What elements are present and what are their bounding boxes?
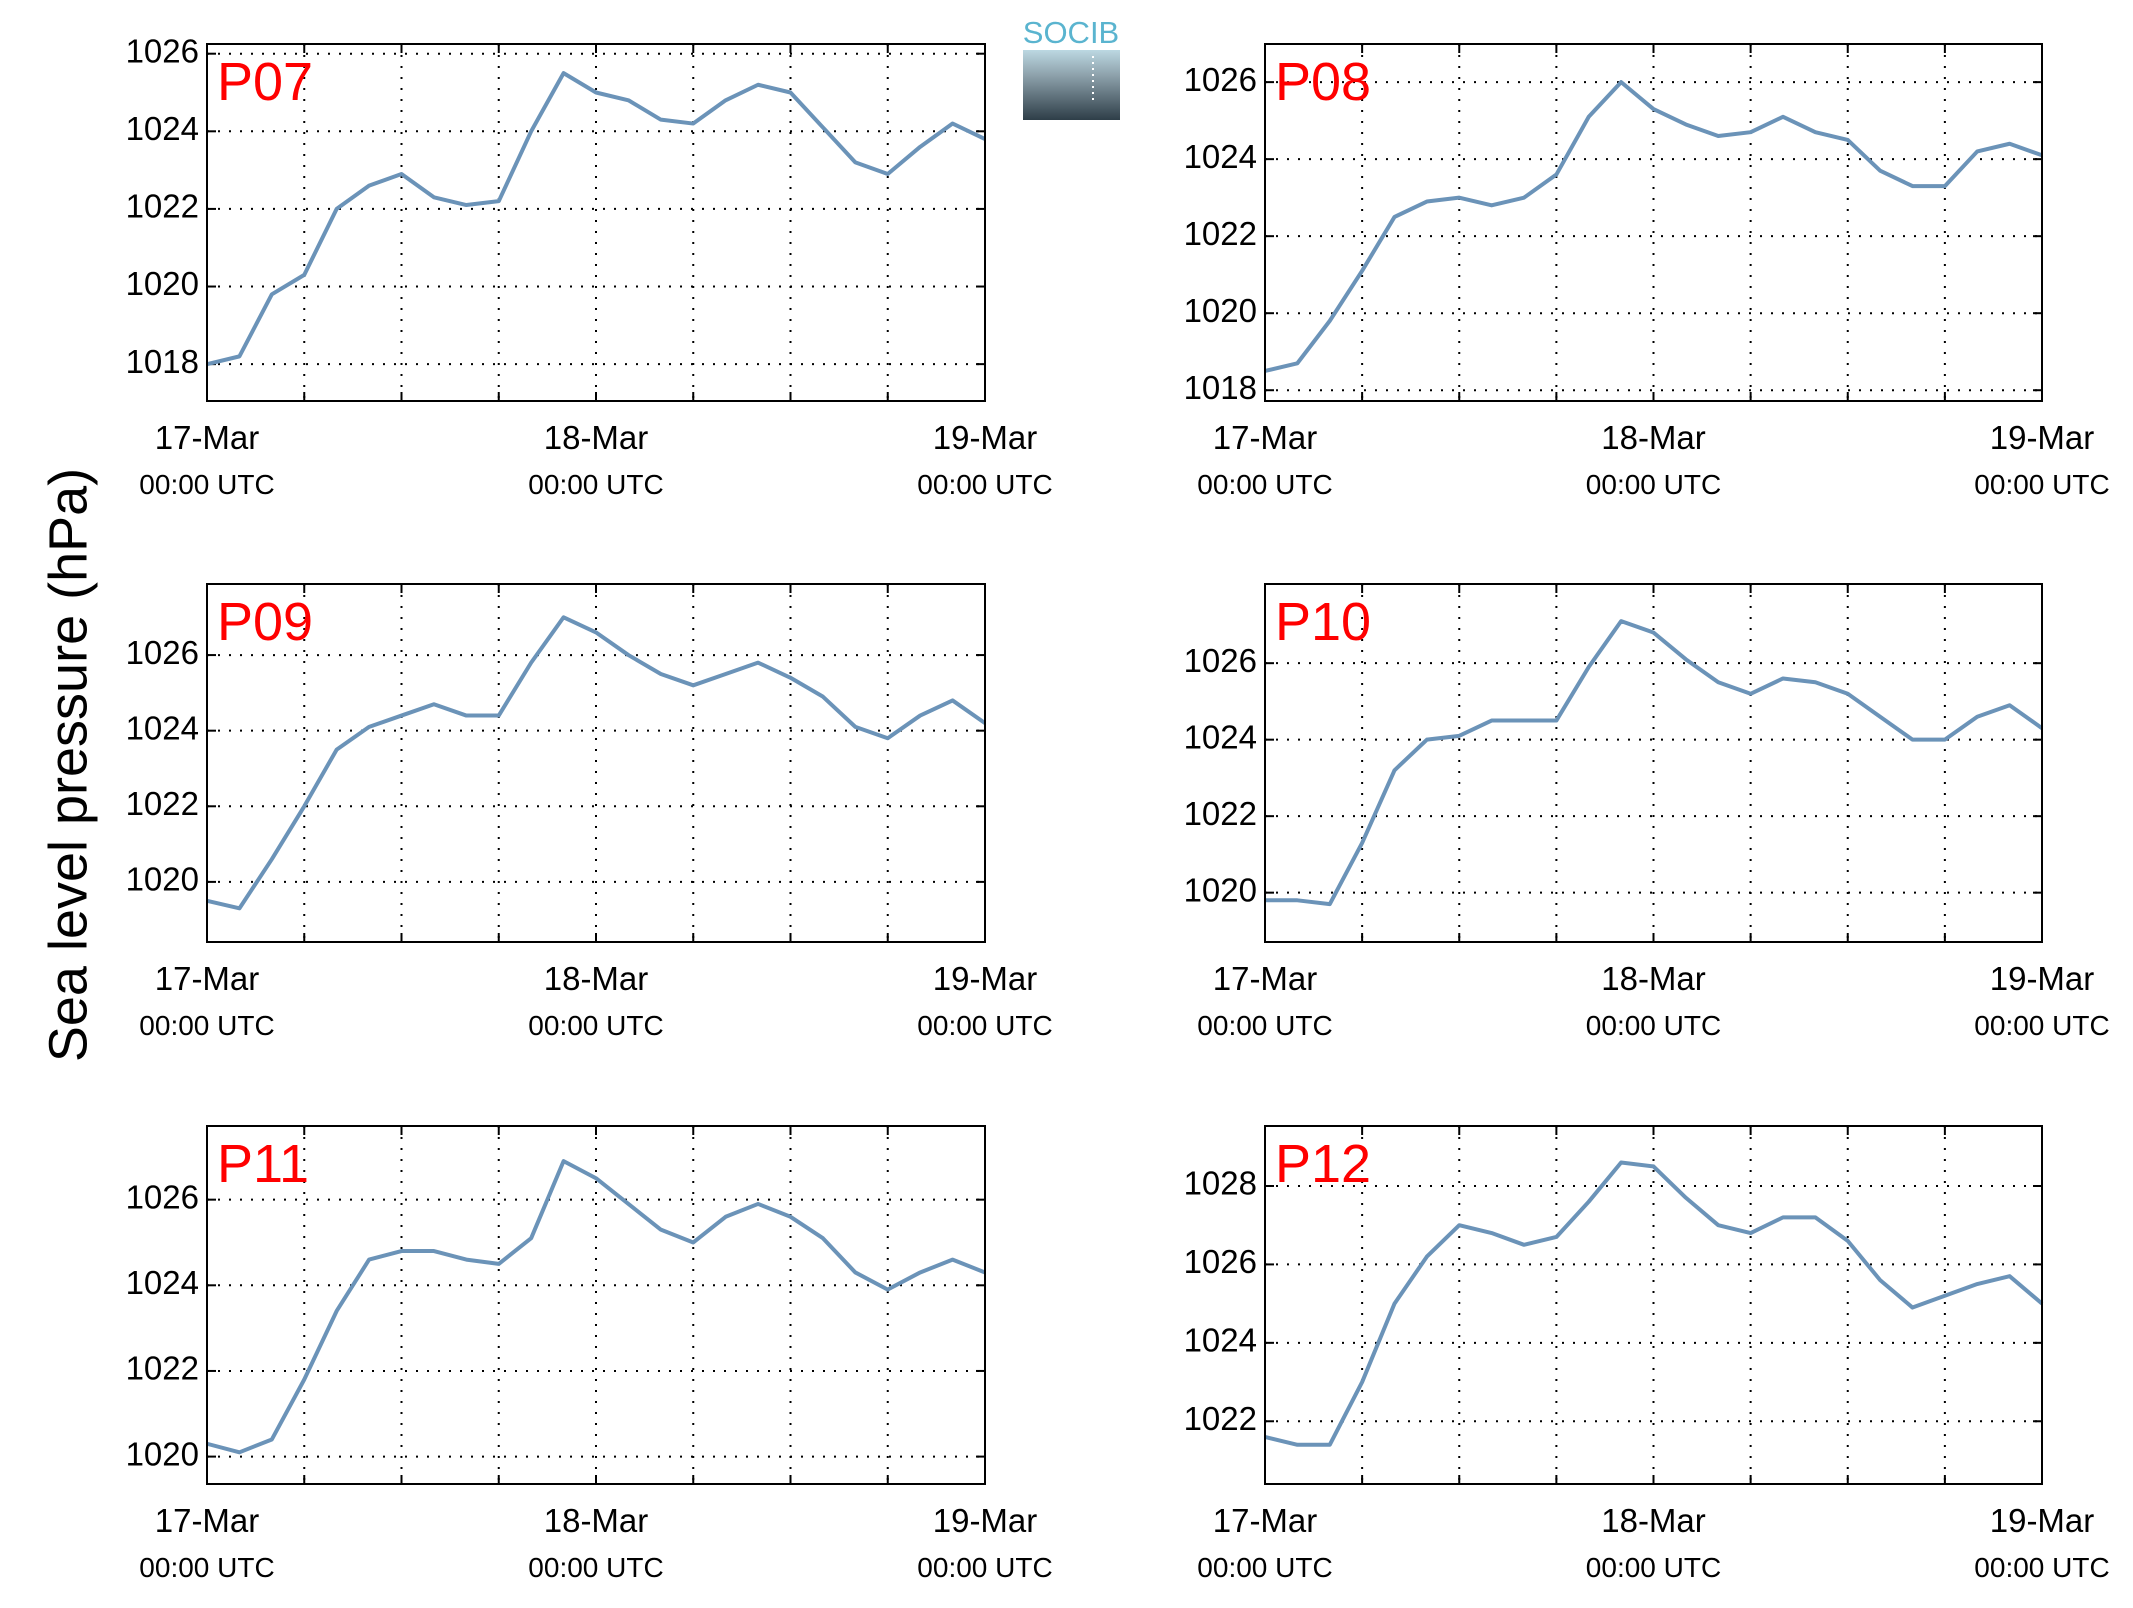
- x-tick-label: 17-Mar: [155, 419, 260, 456]
- y-tick-label: 1022: [126, 188, 199, 225]
- y-tick-label: 1026: [126, 1178, 199, 1215]
- plot-frame: [206, 43, 986, 402]
- panel-title: P09: [217, 592, 313, 652]
- x-tick-sublabel: 00:00 UTC: [1197, 1552, 1332, 1583]
- x-tick-label: 19-Mar: [1990, 1502, 2095, 1539]
- panel: 1018 1020 1022 1024 1026 17-Mar 00:00 UTC 18-Ma…: [126, 32, 1053, 500]
- x-tick-label: 17-Mar: [155, 1502, 260, 1539]
- x-tick-sublabel: 00:00 UTC: [528, 1010, 663, 1041]
- x-tick-sublabel: 00:00 UTC: [139, 1010, 274, 1041]
- y-tick-label: 1022: [1184, 1400, 1257, 1437]
- panel: 1020 1022 1024 1026 17-Mar 00:00 UTC 18-Mar 00:…: [126, 1125, 1053, 1583]
- y-tick-label: 1020: [126, 265, 199, 302]
- data-line: [1264, 1160, 2044, 1447]
- plot-area: [1265, 44, 2042, 401]
- logo-block: [1023, 50, 1120, 120]
- y-tick-label: 1022: [1184, 795, 1257, 832]
- panel-title: P12: [1275, 1134, 1371, 1194]
- x-tick-label: 17-Mar: [1213, 419, 1318, 456]
- x-tick-sublabel: 00:00 UTC: [1586, 1552, 1721, 1583]
- data-line: [1265, 619, 2044, 907]
- y-tick-label: 1028: [1184, 1165, 1257, 1202]
- panel-title: P10: [1275, 592, 1371, 652]
- y-tick-label: 1020: [126, 861, 199, 898]
- x-tick-sublabel: 00:00 UTC: [139, 1552, 274, 1583]
- plot-frame: [1264, 43, 2043, 402]
- x-tick-label: 17-Mar: [1213, 1502, 1318, 1539]
- x-tick-label: 17-Mar: [155, 960, 260, 997]
- plot-frame: [1264, 583, 2043, 943]
- x-tick-sublabel: 00:00 UTC: [1586, 1010, 1721, 1041]
- x-tick-label: 19-Mar: [933, 419, 1038, 456]
- y-tick-label: 1026: [1184, 1243, 1257, 1280]
- y-tick-label: 1018: [1184, 369, 1257, 406]
- y-tick-label: 1024: [1184, 718, 1257, 755]
- panel: 1018 1020 1022 1024 1026 17-Mar 00:00 UTC 18-Ma…: [1184, 43, 2110, 500]
- panel-title: P07: [217, 52, 313, 112]
- y-tick-label: 1020: [1184, 871, 1257, 908]
- x-tick-label: 18-Mar: [544, 1502, 649, 1539]
- x-tick-label: 19-Mar: [933, 960, 1038, 997]
- x-tick-label: 18-Mar: [544, 419, 649, 456]
- plot-frame: [206, 583, 986, 943]
- y-tick-label: 1024: [126, 1264, 199, 1301]
- x-tick-sublabel: 00:00 UTC: [1197, 1010, 1332, 1041]
- x-tick-label: 19-Mar: [1990, 960, 2095, 997]
- plot-area: [1265, 1126, 2042, 1484]
- x-tick-label: 17-Mar: [1213, 960, 1318, 997]
- data-line: [206, 71, 986, 367]
- x-tick-label: 18-Mar: [1601, 1502, 1706, 1539]
- x-tick-sublabel: 00:00 UTC: [139, 469, 274, 500]
- panel-title: P11: [217, 1134, 309, 1194]
- x-tick-label: 18-Mar: [1601, 419, 1706, 456]
- logo-text: SOCIB: [1023, 15, 1119, 50]
- y-axis-label: Sea level pressure (hPa): [38, 468, 98, 1062]
- x-tick-sublabel: 00:00 UTC: [1974, 1552, 2109, 1583]
- x-tick-sublabel: 00:00 UTC: [917, 469, 1052, 500]
- x-tick-label: 19-Mar: [933, 1502, 1038, 1539]
- plot-area: [207, 44, 985, 401]
- x-tick-sublabel: 00:00 UTC: [1586, 469, 1721, 500]
- y-tick-label: 1026: [126, 634, 199, 671]
- y-tick-label: 1024: [126, 110, 199, 147]
- x-tick-sublabel: 00:00 UTC: [1974, 1010, 2109, 1041]
- y-tick-label: 1024: [1184, 138, 1257, 175]
- x-tick-label: 18-Mar: [1601, 960, 1706, 997]
- data-line: [206, 615, 987, 911]
- y-tick-label: 1026: [126, 32, 199, 69]
- x-tick-sublabel: 00:00 UTC: [528, 469, 663, 500]
- y-tick-label: 1026: [1184, 61, 1257, 98]
- x-tick-sublabel: 00:00 UTC: [528, 1552, 663, 1583]
- y-tick-label: 1026: [1184, 642, 1257, 679]
- y-tick-label: 1024: [1184, 1322, 1257, 1359]
- panel: 1022 1024 1026 1028 17-Mar 00:00 UTC 18-Mar 00:…: [1184, 1125, 2110, 1583]
- plot-frame: [206, 1125, 986, 1485]
- logo: SOCIB: [1023, 15, 1120, 120]
- plot-frame: [1264, 1125, 2043, 1485]
- panel-title: P08: [1275, 52, 1371, 112]
- x-tick-sublabel: 00:00 UTC: [917, 1552, 1052, 1583]
- panel: 1020 1022 1024 1026 17-Mar 00:00 UTC 18-Mar 00:…: [1184, 583, 2110, 1041]
- y-tick-label: 1022: [1184, 215, 1257, 252]
- x-tick-sublabel: 00:00 UTC: [1974, 469, 2109, 500]
- x-tick-label: 18-Mar: [544, 960, 649, 997]
- y-tick-label: 1022: [126, 1350, 199, 1387]
- y-tick-label: 1022: [126, 785, 199, 822]
- x-tick-sublabel: 00:00 UTC: [917, 1010, 1052, 1041]
- panel: 1020 1022 1024 1026 17-Mar 00:00 UTC 18-Mar 00:…: [126, 583, 1053, 1041]
- x-tick-sublabel: 00:00 UTC: [1197, 469, 1332, 500]
- plot-area: [1265, 584, 2042, 942]
- data-line: [206, 1159, 986, 1455]
- plot-area: [207, 584, 985, 942]
- x-tick-label: 19-Mar: [1990, 419, 2095, 456]
- data-line: [1264, 80, 2043, 373]
- y-tick-label: 1020: [1184, 292, 1257, 329]
- y-tick-label: 1024: [126, 709, 199, 746]
- y-tick-label: 1020: [126, 1435, 199, 1472]
- y-tick-label: 1018: [126, 343, 199, 380]
